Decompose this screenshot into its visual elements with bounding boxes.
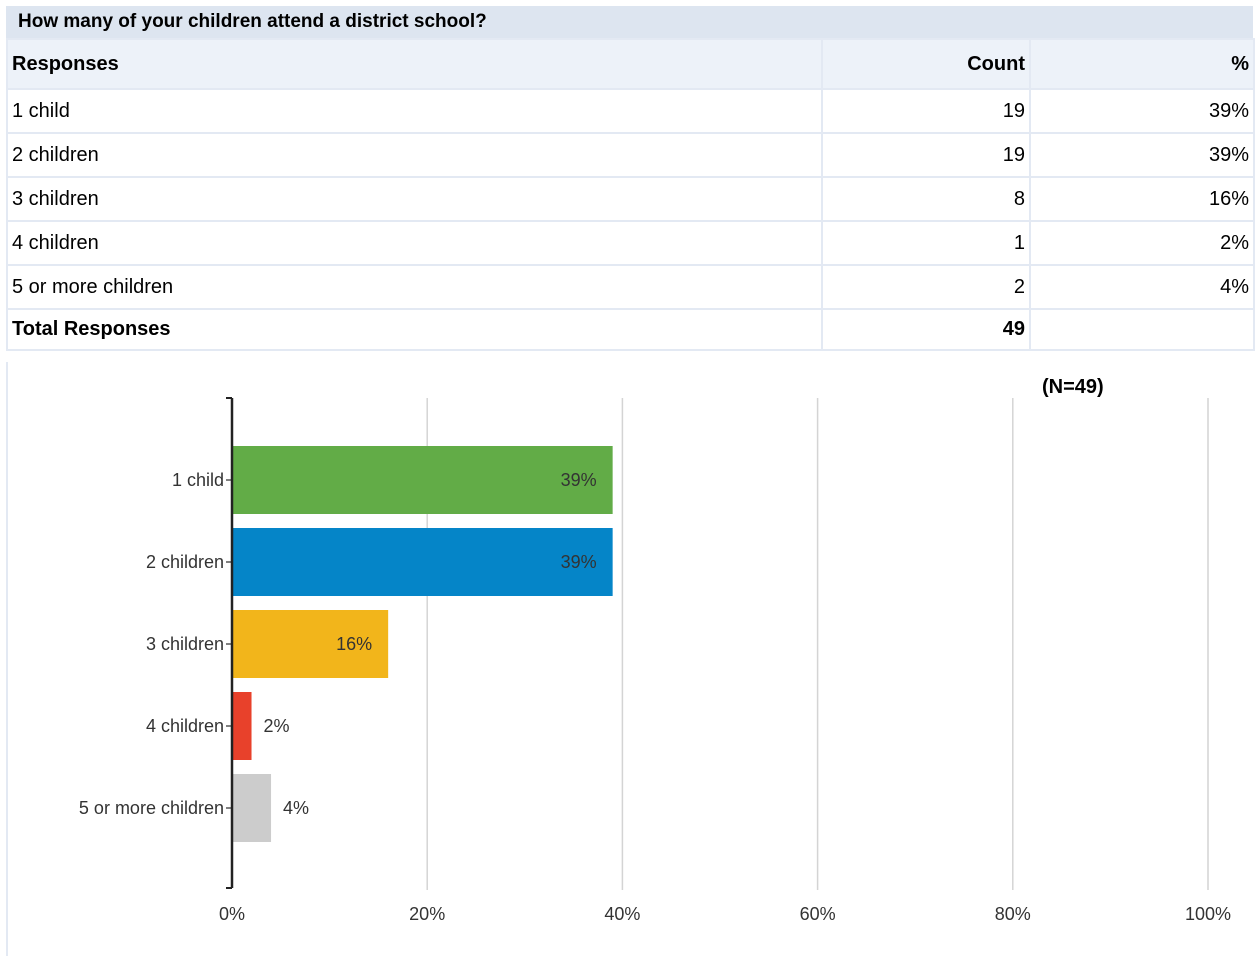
percent-cell: 16%: [1029, 176, 1255, 222]
header-count: Count: [821, 38, 1031, 90]
x-tick-label: 80%: [995, 904, 1031, 924]
percent-cell: 39%: [1029, 132, 1255, 178]
table-header-row: Responses Count %: [6, 38, 1255, 90]
total-count: 49: [821, 308, 1031, 351]
table-row: 4 children 1 2%: [6, 220, 1255, 266]
response-cell: 1 child: [6, 88, 823, 134]
response-cell: 4 children: [6, 220, 823, 266]
total-label: Total Responses: [6, 308, 823, 351]
count-cell: 19: [821, 132, 1031, 178]
count-cell: 1: [821, 220, 1031, 266]
table-row: 5 or more children 2 4%: [6, 264, 1255, 310]
x-tick-label: 60%: [800, 904, 836, 924]
results-table: Responses Count % 1 child 19 39% 2 child…: [6, 38, 1255, 351]
grid-lines: [426, 398, 1209, 890]
bar: [232, 610, 389, 678]
n-annotation: (N=49): [1042, 376, 1104, 398]
table-row: 2 children 19 39%: [6, 132, 1255, 178]
value-label: 4%: [283, 798, 309, 818]
category-label: 4 children: [146, 716, 224, 736]
value-label: 39%: [561, 552, 597, 572]
category-label: 5 or more children: [79, 798, 224, 818]
table-row: 1 child 19 39%: [6, 88, 1255, 134]
x-tick-label: 0%: [219, 904, 245, 924]
header-responses: Responses: [6, 38, 823, 90]
bar-chart: 39% 39% 16% 2% 4% 0% 20% 40% 60% 80% 100% 1 child 2…: [79, 376, 1231, 924]
category-label: 2 children: [146, 552, 224, 572]
bar: [232, 446, 613, 514]
percent-cell: 2%: [1029, 220, 1255, 266]
question-title: How many of your children attend a distr…: [6, 6, 1253, 38]
bar: [232, 774, 272, 842]
count-cell: 8: [821, 176, 1031, 222]
total-row: Total Responses 49: [6, 308, 1255, 351]
x-tick-label: 100%: [1185, 904, 1231, 924]
percent-cell: 4%: [1029, 264, 1255, 310]
category-label: 1 child: [172, 470, 224, 490]
count-cell: 19: [821, 88, 1031, 134]
axes: 0% 20% 40% 60% 80% 100% 1 child 2 children 3 chi…: [79, 397, 1231, 924]
x-tick-label: 40%: [604, 904, 640, 924]
value-label: 39%: [561, 470, 597, 490]
total-percent-empty: [1029, 308, 1255, 351]
category-label: 3 children: [146, 634, 224, 654]
value-label: 2%: [264, 716, 290, 736]
value-label: 16%: [336, 634, 372, 654]
bar: [232, 692, 252, 760]
response-cell: 2 children: [6, 132, 823, 178]
x-tick-label: 20%: [409, 904, 445, 924]
bars: 39% 39% 16% 2% 4%: [232, 446, 613, 842]
table-row: 3 children 8 16%: [6, 176, 1255, 222]
bar: [232, 528, 613, 596]
chart-area: 39% 39% 16% 2% 4% 0% 20% 40% 60% 80% 100% 1 child 2…: [6, 362, 1253, 956]
count-cell: 2: [821, 264, 1031, 310]
response-cell: 5 or more children: [6, 264, 823, 310]
header-percent: %: [1029, 38, 1255, 90]
response-cell: 3 children: [6, 176, 823, 222]
percent-cell: 39%: [1029, 88, 1255, 134]
